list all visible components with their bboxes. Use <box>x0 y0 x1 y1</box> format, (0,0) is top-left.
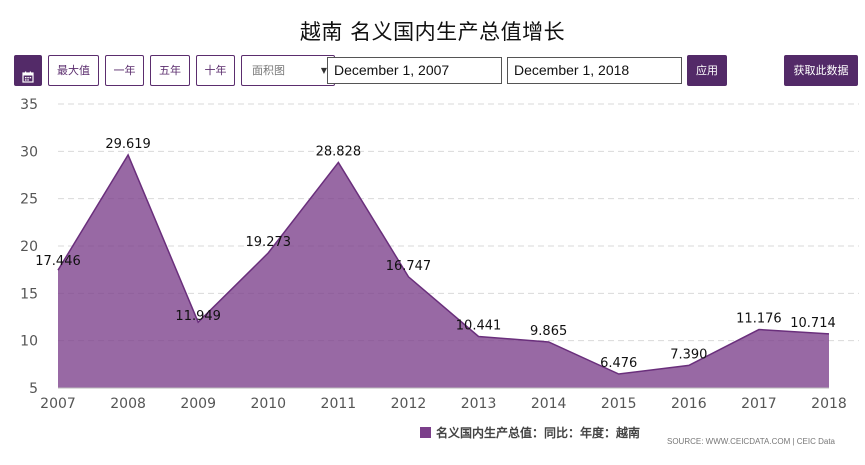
data-label: 29.619 <box>105 137 151 152</box>
source-note: SOURCE: WWW.CEICDATA.COM | CEIC Data <box>666 437 835 446</box>
range-max-button[interactable]: 最大值 <box>48 55 99 86</box>
chevron-down-icon: ▼ <box>320 66 327 75</box>
data-label: 16.747 <box>386 259 432 274</box>
y-tick-label: 5 <box>29 381 38 397</box>
legend[interactable]: 名义国内生产总值：同比：年度：越南 <box>420 424 640 441</box>
y-tick-label: 15 <box>20 286 38 302</box>
data-label: 9.865 <box>530 324 567 339</box>
x-tick-label: 2010 <box>250 396 286 412</box>
x-tick-label: 2013 <box>461 396 497 412</box>
range-10y-button[interactable]: 十年 <box>196 55 235 86</box>
chart-type-value: 面积图 <box>252 64 285 77</box>
y-tick-label: 35 <box>20 97 38 113</box>
end-date-input[interactable]: December 1, 2018 <box>507 57 682 84</box>
x-tick-label: 2008 <box>110 396 146 412</box>
series-area <box>58 154 829 388</box>
calendar-icon <box>22 65 34 83</box>
y-tick-label: 20 <box>20 239 38 255</box>
range-1y-button[interactable]: 一年 <box>105 55 144 86</box>
y-tick-label: 25 <box>20 192 38 208</box>
calendar-button[interactable] <box>14 55 42 86</box>
chart-type-select[interactable]: 面积图 ▼ <box>241 55 335 86</box>
data-label: 11.949 <box>175 309 221 324</box>
data-label: 17.446 <box>35 254 81 269</box>
x-tick-label: 2017 <box>741 396 777 412</box>
y-tick-label: 10 <box>20 334 38 350</box>
data-label: 10.714 <box>790 316 836 331</box>
data-label: 11.176 <box>736 312 782 327</box>
legend-swatch <box>420 427 431 438</box>
chart-title: 越南 名义国内生产总值增长 <box>299 20 566 44</box>
x-tick-label: 2018 <box>811 396 847 412</box>
get-data-button[interactable]: 获取此数据 <box>784 55 858 86</box>
y-tick-label: 30 <box>20 144 38 160</box>
legend-label: 名义国内生产总值：同比：年度：越南 <box>436 426 641 440</box>
x-tick-label: 2014 <box>531 396 567 412</box>
x-tick-label: 2007 <box>40 396 76 412</box>
apply-button[interactable]: 应用 <box>687 55 727 86</box>
data-label: 10.441 <box>456 318 502 333</box>
start-date-input[interactable]: December 1, 2007 <box>327 57 502 84</box>
x-tick-label: 2016 <box>671 396 707 412</box>
x-tick-label: 2015 <box>601 396 637 412</box>
series-line <box>57 153 830 375</box>
data-label: 6.476 <box>600 356 637 371</box>
x-tick-label: 2011 <box>321 396 357 412</box>
range-5y-button[interactable]: 五年 <box>150 55 190 86</box>
data-label: 19.273 <box>246 235 292 250</box>
area-chart: 5 10 15 20 25 30 35 2007 2008 2009 2010 2011 2012 201… <box>20 97 859 412</box>
x-tick-label: 2009 <box>180 396 216 412</box>
x-tick-label: 2012 <box>391 396 427 412</box>
data-label: 28.828 <box>316 144 362 159</box>
data-label: 7.390 <box>670 347 707 362</box>
